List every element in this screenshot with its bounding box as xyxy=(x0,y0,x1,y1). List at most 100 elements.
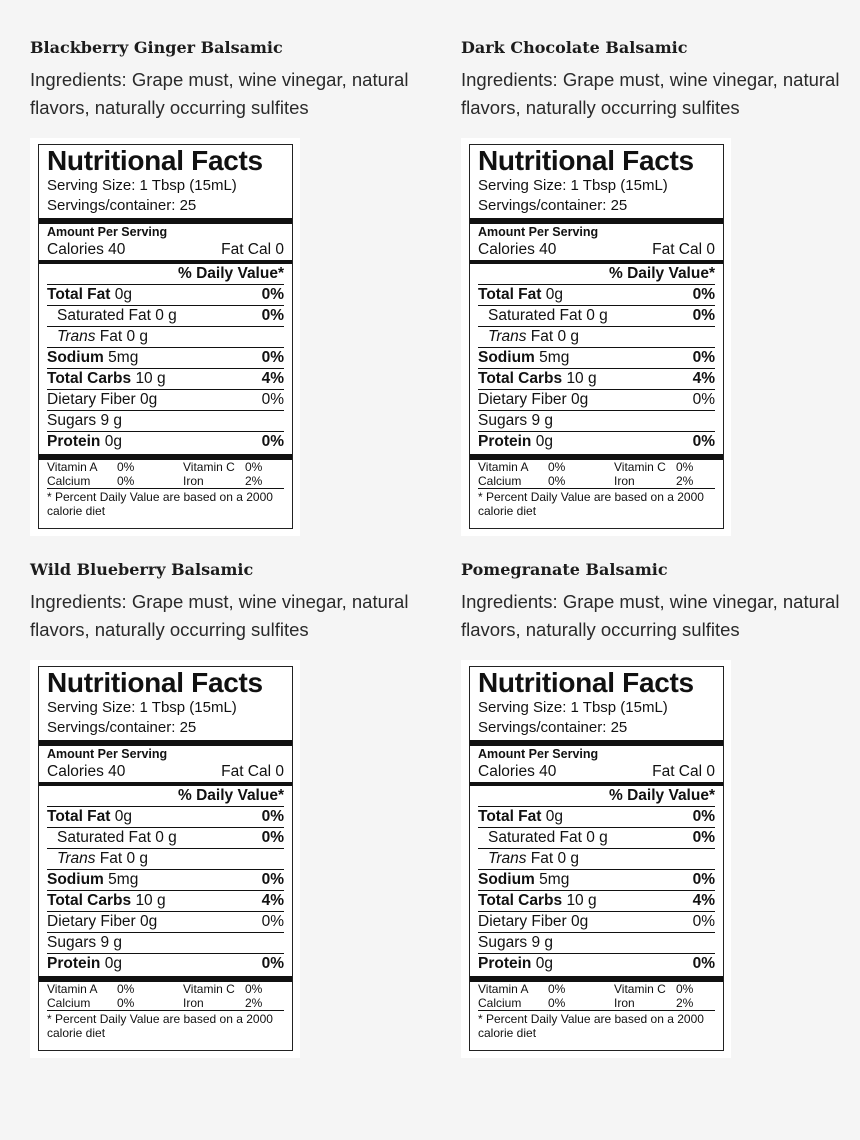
nutrient-amount: 0g xyxy=(571,913,589,930)
divider-medium xyxy=(39,260,292,264)
vitamin-name: Vitamin C xyxy=(614,460,666,474)
nutrient-row: Trans Fat 0 g xyxy=(47,327,284,348)
nutrient-row: Dietary Fiber 0g 0% xyxy=(47,912,284,933)
nutrient-name: Total Carbs xyxy=(47,892,132,909)
nutrient-daily-value: 0% xyxy=(692,913,715,930)
fat-calories-value: Fat Cal 0 xyxy=(652,241,715,258)
nutrition-facts-panel: Nutritional Facts Serving Size: 1 Tbsp (1… xyxy=(38,666,293,1051)
nutrient-name: Total Carbs xyxy=(47,370,132,387)
nutrient-amount: Fat 0 g xyxy=(99,328,149,345)
nutrient-label-group: Sodium 5mg xyxy=(47,870,138,890)
vitamin-name: Iron xyxy=(614,474,635,488)
vitamin-name: Calcium xyxy=(478,996,522,1010)
calories-row: Calories 40 Fat Cal 0 xyxy=(478,240,715,260)
nutrient-daily-value: 0% xyxy=(692,955,715,972)
nutrient-name: Protein xyxy=(478,955,532,972)
nutrient-label-group: Protein 0g xyxy=(478,954,553,974)
nutrition-label-image: Nutritional Facts Serving Size: 1 Tbsp (1… xyxy=(30,138,300,536)
vitamin-name: Iron xyxy=(183,996,204,1010)
nutrient-daily-value: 4% xyxy=(692,370,715,387)
serving-size: Serving Size: 1 Tbsp (15mL) xyxy=(478,699,668,716)
nutrient-name: Sodium xyxy=(47,349,104,366)
daily-value-footnote: * Percent Daily Value are based on a 200… xyxy=(478,488,715,518)
calories-value: Calories 40 xyxy=(478,241,557,258)
vitamin-value: 0% xyxy=(245,460,263,474)
nutrient-name: Sugars xyxy=(47,934,97,951)
nutrient-amount: 5mg xyxy=(539,871,570,888)
nutrient-label-group: Saturated Fat 0 g xyxy=(478,828,608,848)
vitamin-name: Vitamin A xyxy=(47,982,98,996)
nutrient-row: Total Carbs 10 g 4% xyxy=(478,369,715,390)
nutrient-amount: 0g xyxy=(545,286,563,303)
vitamin-name: Vitamin C xyxy=(614,982,666,996)
nutrient-label-group: Dietary Fiber 0g xyxy=(478,390,588,410)
amount-per-serving: Amount Per Serving xyxy=(478,747,599,761)
daily-value-header: % Daily Value* xyxy=(47,786,284,807)
nutrient-label-group: Sugars 9 g xyxy=(47,411,122,431)
nutrient-row: Trans Fat 0 g xyxy=(47,849,284,870)
nutrient-label-group: Total Fat 0g xyxy=(47,285,132,305)
nutrient-amount: 0 g xyxy=(155,307,177,324)
nutrient-row: Dietary Fiber 0g 0% xyxy=(478,912,715,933)
nutrient-name: Trans xyxy=(57,328,96,345)
calories-value: Calories 40 xyxy=(478,763,557,780)
divider-thick xyxy=(470,454,723,460)
product-title: Dark Chocolate Balsamic xyxy=(461,38,688,57)
vitamins-block: Vitamin A 0% Vitamin C 0% Calcium 0% Iron 2% xyxy=(478,460,715,488)
nutrition-facts-title: Nutritional Facts xyxy=(47,667,263,698)
nutrient-label-group: Sugars 9 g xyxy=(478,411,553,431)
nutrient-amount: 10 g xyxy=(135,892,166,909)
nutrient-daily-value: 0% xyxy=(261,349,284,366)
nutrient-label-group: Total Fat 0g xyxy=(478,807,563,827)
ingredients-text: Ingredients: Grape must, wine vinegar, n… xyxy=(461,69,840,118)
nutrient-amount: 0g xyxy=(114,808,132,825)
nutrient-amount: 10 g xyxy=(566,370,597,387)
nutrient-name: Total Carbs xyxy=(478,892,563,909)
nutrient-daily-value: 0% xyxy=(692,307,715,324)
nutrient-amount: 9 g xyxy=(100,934,122,951)
daily-value-footnote: * Percent Daily Value are based on a 200… xyxy=(478,1010,715,1040)
nutrient-amount: 0g xyxy=(140,913,158,930)
nutrient-name: Total Fat xyxy=(47,808,111,825)
daily-value-footnote: * Percent Daily Value are based on a 200… xyxy=(47,488,284,518)
nutrient-name: Dietary Fiber xyxy=(478,391,567,408)
nutrient-amount: Fat 0 g xyxy=(530,328,580,345)
divider-thick xyxy=(39,454,292,460)
nutrient-label-group: Sugars 9 g xyxy=(478,933,553,953)
nutrient-name: Total Fat xyxy=(478,808,542,825)
nutrient-amount: 0g xyxy=(140,391,158,408)
nutrient-name: Dietary Fiber xyxy=(47,913,136,930)
vitamin-name: Iron xyxy=(183,474,204,488)
divider-thick xyxy=(39,218,292,224)
nutrient-amount: 0g xyxy=(104,433,122,450)
nutrient-row: Protein 0g 0% xyxy=(478,954,715,974)
vitamin-value: 2% xyxy=(245,996,263,1010)
servings-per-container: Servings/container: 25 xyxy=(47,719,197,736)
nutrient-row: Sugars 9 g xyxy=(478,933,715,954)
nutrient-name: Saturated Fat xyxy=(488,829,582,846)
daily-value-footnote: * Percent Daily Value are based on a 200… xyxy=(47,1010,284,1040)
nutrient-name: Sodium xyxy=(478,871,535,888)
nutrient-daily-value: 0% xyxy=(261,829,284,846)
nutrient-label-group: Total Fat 0g xyxy=(478,285,563,305)
nutrient-label-group: Protein 0g xyxy=(47,432,122,452)
calories-row: Calories 40 Fat Cal 0 xyxy=(47,762,284,782)
product-title: Wild Blueberry Balsamic xyxy=(30,560,254,579)
daily-value-header: % Daily Value* xyxy=(478,786,715,807)
nutrient-label-group: Protein 0g xyxy=(478,432,553,452)
nutrient-row: Trans Fat 0 g xyxy=(478,327,715,348)
nutrient-daily-value: 0% xyxy=(692,871,715,888)
vitamin-value: 0% xyxy=(548,474,566,488)
nutrient-label-group: Dietary Fiber 0g xyxy=(47,912,157,932)
nutrient-name: Dietary Fiber xyxy=(478,913,567,930)
nutrient-row: Total Fat 0g 0% xyxy=(478,285,715,306)
nutrient-name: Sodium xyxy=(478,349,535,366)
nutrient-name: Trans xyxy=(57,850,96,867)
nutrient-row: Total Fat 0g 0% xyxy=(47,807,284,828)
vitamin-value: 0% xyxy=(676,982,694,996)
nutrient-daily-value: 0% xyxy=(692,808,715,825)
nutrient-amount: 9 g xyxy=(100,412,122,429)
ingredients-text: Ingredients: Grape must, wine vinegar, n… xyxy=(30,69,409,118)
nutrient-row: Sodium 5mg 0% xyxy=(47,348,284,369)
vitamin-name: Vitamin A xyxy=(47,460,98,474)
